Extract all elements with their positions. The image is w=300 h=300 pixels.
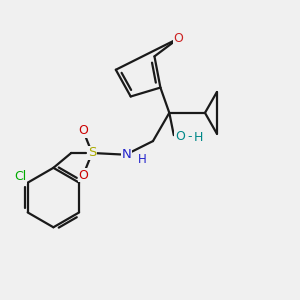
Text: O: O (78, 124, 88, 137)
Text: N: N (121, 148, 131, 161)
Text: -: - (187, 130, 192, 143)
Text: H: H (194, 131, 203, 144)
Text: Cl: Cl (15, 170, 27, 183)
Text: H: H (138, 153, 147, 166)
Text: O: O (78, 169, 88, 182)
Text: O: O (173, 32, 183, 45)
Text: S: S (88, 146, 96, 160)
Text: O: O (175, 130, 185, 143)
